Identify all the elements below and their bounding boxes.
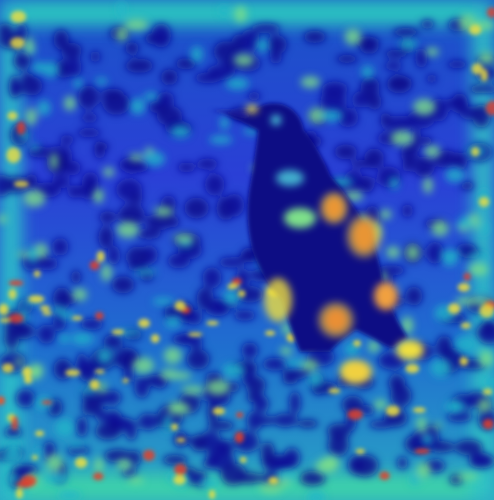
bird-hotspots [246,105,424,384]
bird-silhouette [210,103,408,352]
yellow-red-spots [0,7,494,500]
dark-blobs [0,18,494,489]
